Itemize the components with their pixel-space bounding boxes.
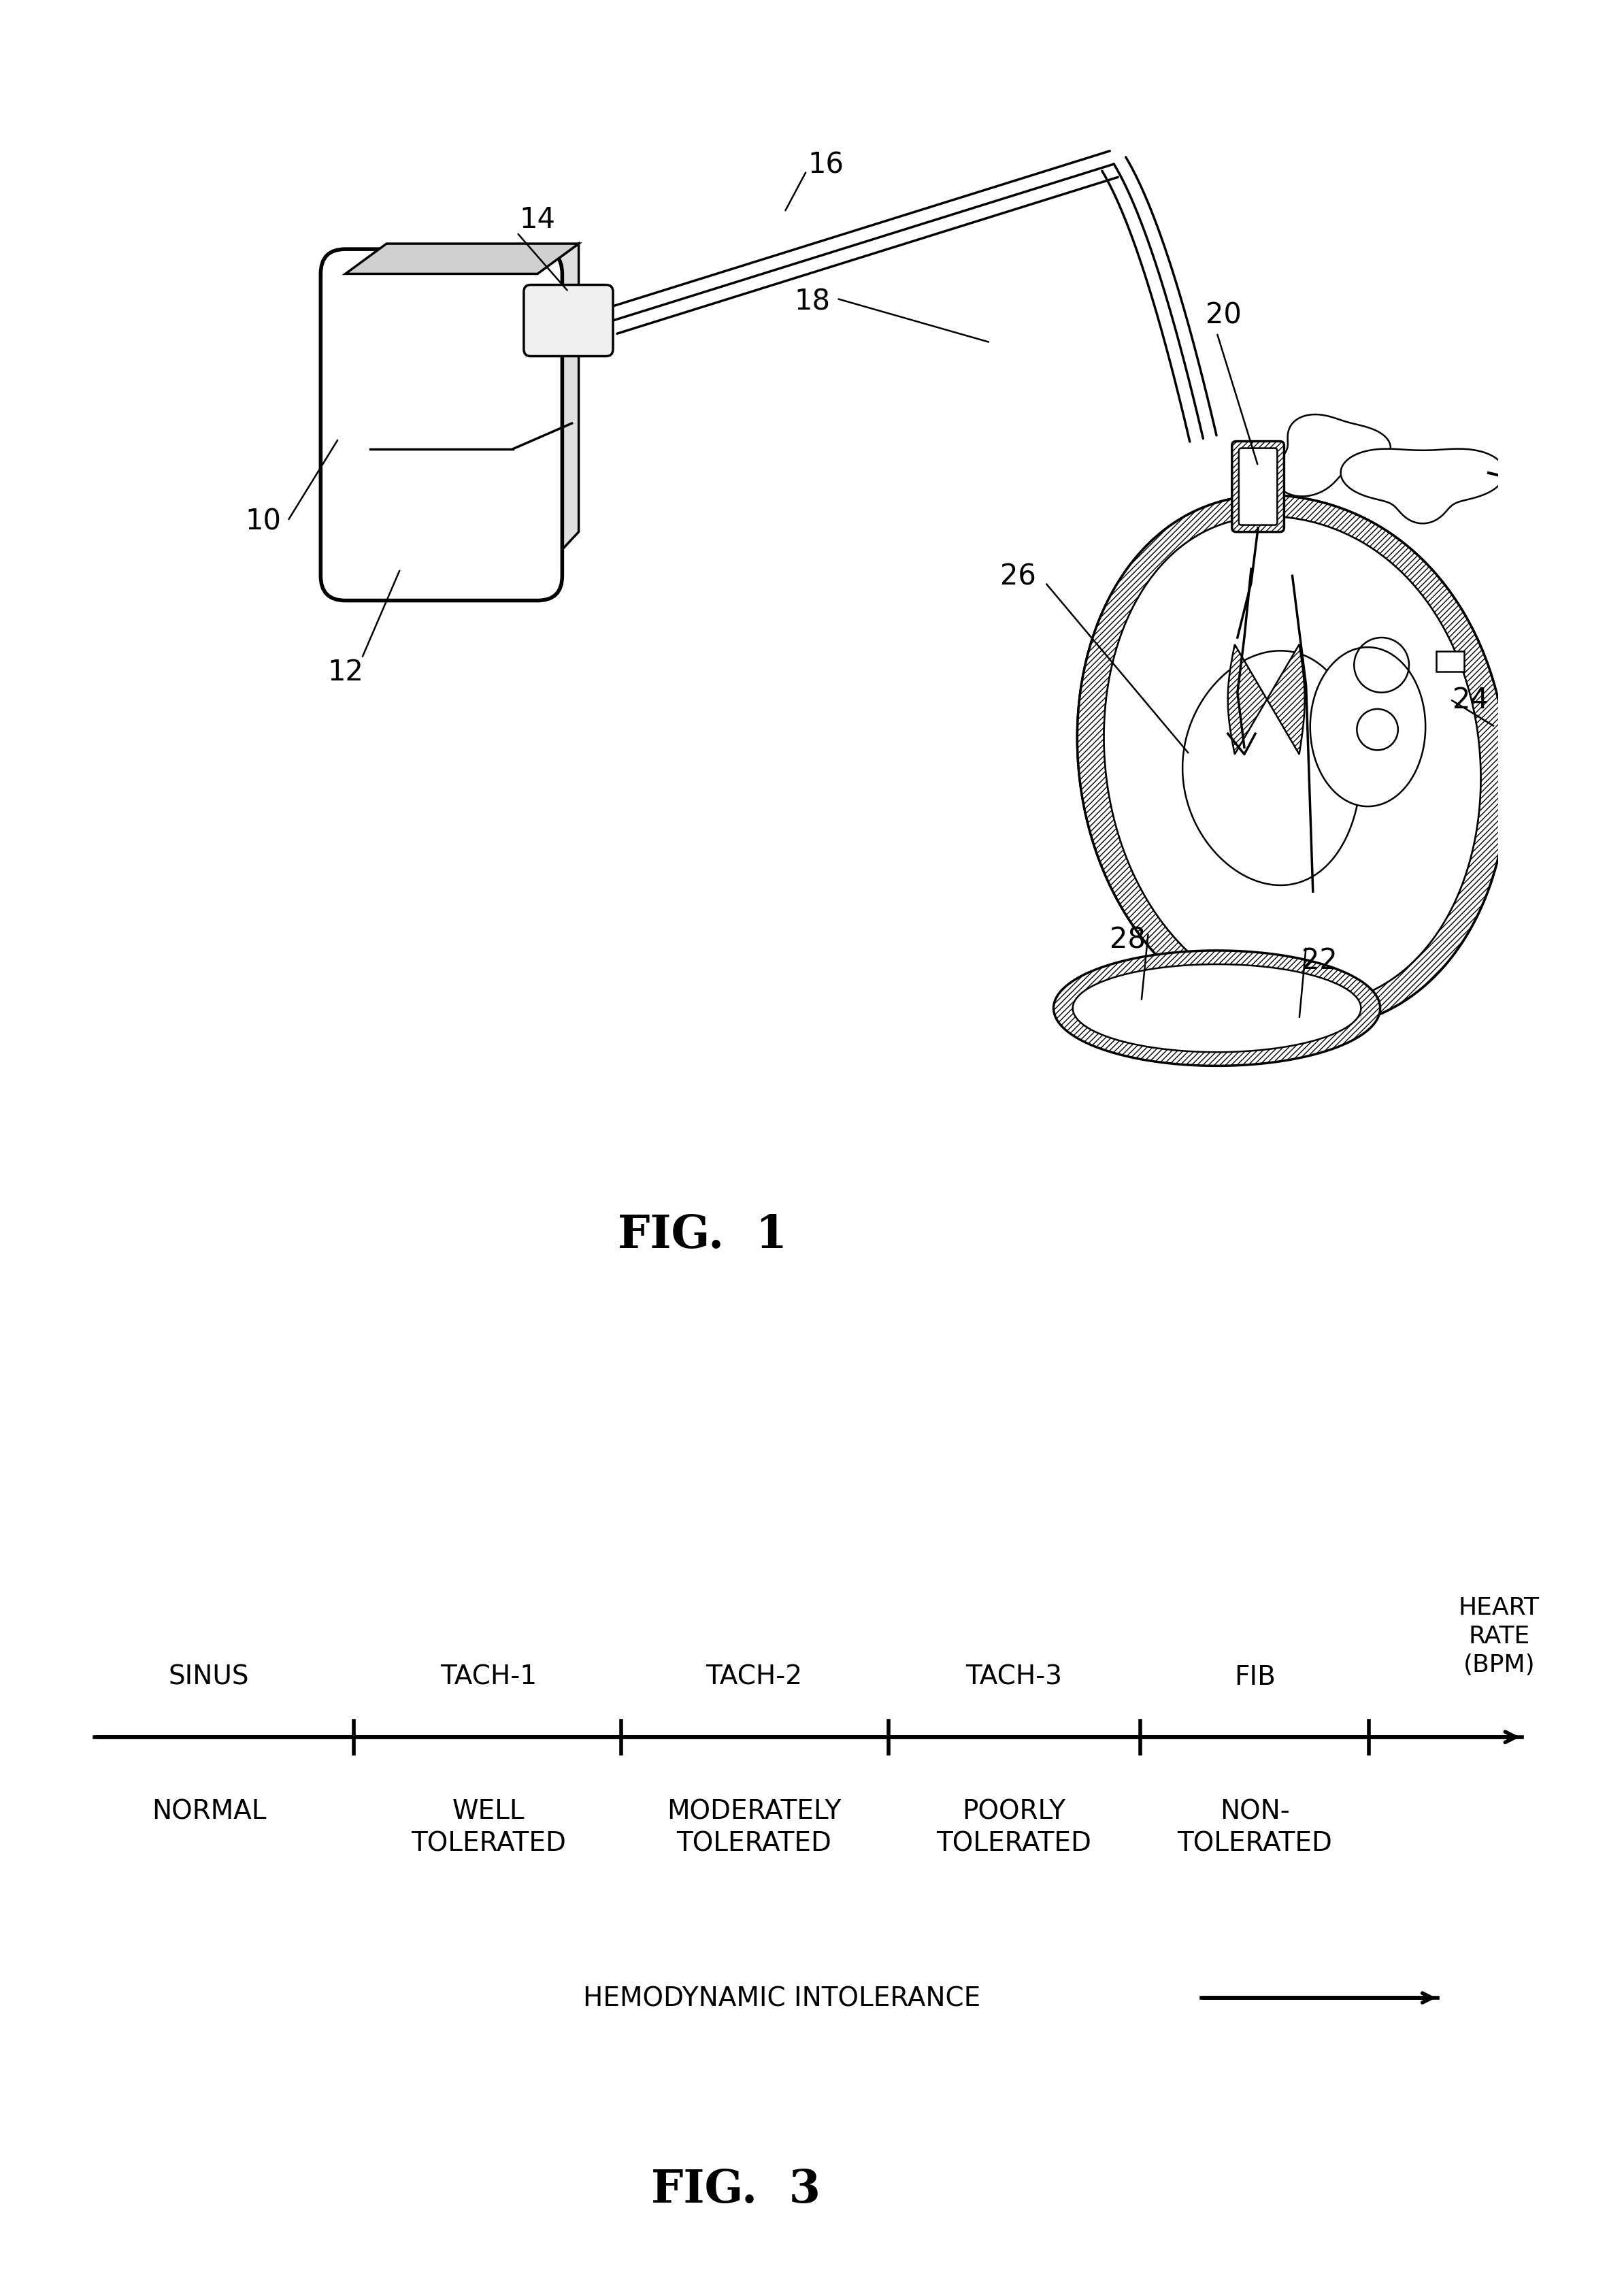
Text: 16: 16 [807,151,844,178]
Text: TACH-3: TACH-3 [965,1663,1062,1690]
Polygon shape [1437,652,1463,672]
Polygon shape [1104,517,1481,1004]
Text: 28: 28 [1109,926,1145,954]
Text: HEART
RATE
(BPM): HEART RATE (BPM) [1458,1596,1540,1676]
Text: 26: 26 [1000,563,1036,590]
Polygon shape [1275,414,1390,496]
Text: 18: 18 [794,288,830,316]
Polygon shape [1311,647,1426,807]
Polygon shape [1104,517,1481,1004]
Text: SINUS: SINUS [169,1663,250,1690]
Polygon shape [1341,448,1505,524]
Polygon shape [1077,496,1507,1029]
Text: TACH-1: TACH-1 [440,1663,536,1690]
Polygon shape [1182,652,1361,885]
Polygon shape [1073,965,1361,1052]
Text: FIB: FIB [1234,1663,1275,1690]
Polygon shape [538,245,578,576]
FancyBboxPatch shape [1233,441,1285,533]
Polygon shape [1054,951,1380,1066]
FancyBboxPatch shape [320,249,562,601]
Text: 10: 10 [245,508,281,535]
Text: 12: 12 [328,659,364,686]
Text: NON-
TOLERATED: NON- TOLERATED [1177,1798,1332,1855]
Text: WELL
TOLERATED: WELL TOLERATED [411,1798,565,1855]
Text: 24: 24 [1453,686,1489,714]
FancyBboxPatch shape [525,286,612,357]
Text: HEMODYNAMIC INTOLERANCE: HEMODYNAMIC INTOLERANCE [583,1985,981,2010]
FancyBboxPatch shape [1239,448,1276,526]
Text: 22: 22 [1302,947,1338,974]
Text: NORMAL: NORMAL [151,1798,266,1825]
Text: 14: 14 [520,206,555,233]
Polygon shape [1228,645,1304,755]
Text: 20: 20 [1205,302,1242,329]
Text: FIG.  3: FIG. 3 [651,2168,820,2212]
Text: POORLY
TOLERATED: POORLY TOLERATED [935,1798,1091,1855]
Text: TACH-2: TACH-2 [706,1663,802,1690]
Text: MODERATELY
TOLERATED: MODERATELY TOLERATED [667,1798,841,1855]
Polygon shape [1077,496,1507,1029]
Polygon shape [346,245,578,274]
Text: FIG.  1: FIG. 1 [617,1212,788,1258]
